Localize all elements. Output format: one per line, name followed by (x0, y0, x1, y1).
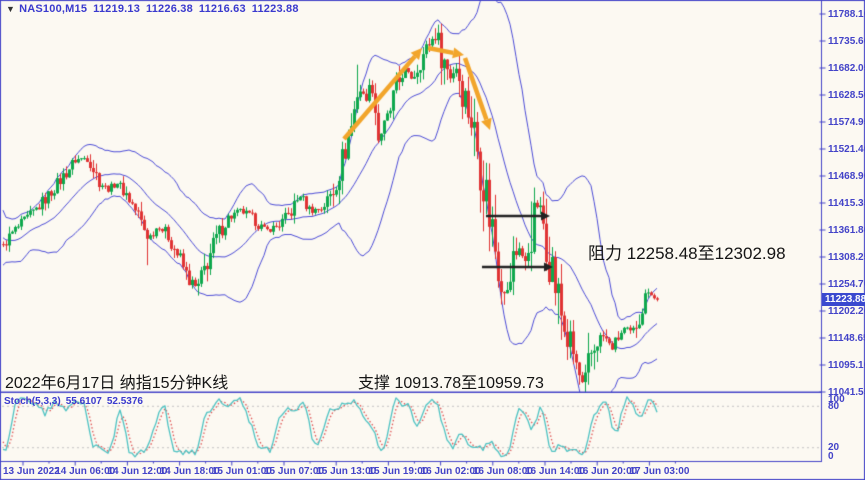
time-axis-label: 15 Jun 19:00 (368, 466, 429, 477)
quote-high: 11226.38 (146, 3, 193, 15)
date-caption: 2022年6月17日 纳指15分钟K线 (5, 375, 229, 392)
price-axis-label: 11361.80 (828, 224, 865, 236)
time-axis-label: 17 Jun 03:00 (629, 466, 690, 477)
price-axis-label: 11574.95 (828, 116, 865, 128)
time-axis-label: 15 Jun 13:00 (316, 466, 377, 477)
time-axis-label: 14 Jun 18:00 (159, 466, 220, 477)
price-axis-label: 11041.55 (828, 386, 865, 398)
support-annotation: 支撑 10913.78至10959.73 (358, 375, 544, 392)
symbol-label: NAS100,M15 (19, 3, 88, 15)
quote-close: 11223.88 (251, 3, 299, 15)
price-axis-label: 11095.10 (828, 359, 865, 371)
quote-open: 11219.13 (93, 3, 141, 15)
time-axis-label: 16 Jun 20:00 (577, 466, 638, 477)
time-axis-label: 16 Jun 08:00 (472, 466, 533, 477)
stoch-scale-label: 100 (828, 394, 845, 405)
stoch-main-value: 55.6107 (65, 396, 102, 407)
stoch-scale-label: 80 (828, 400, 840, 412)
current-price-tag: 11223.88 (822, 293, 865, 307)
price-axis-label: 11788.10 (828, 8, 865, 20)
time-axis-label: 13 Jun 2022 (3, 466, 60, 477)
time-axis-label: 15 Jun 01:00 (211, 466, 272, 477)
stoch-scale-label: 20 (828, 442, 840, 454)
price-axis-label: 11308.25 (828, 251, 865, 263)
quote-low: 11216.63 (198, 3, 246, 15)
time-axis-label: 16 Jun 02:00 (420, 466, 481, 477)
price-axis-label: 11735.60 (828, 35, 865, 47)
stoch-signal-value: 52.5376 (106, 396, 143, 407)
price-axis-label: 11682.05 (828, 62, 865, 74)
time-axis-label: 16 Jun 14:00 (525, 466, 586, 477)
time-axis-label: 15 Jun 07:00 (264, 466, 325, 477)
price-axis-label: 11202.20 (828, 305, 865, 317)
stoch-name: Stoch(5,3,3) (4, 396, 61, 407)
stoch-indicator-label: Stoch(5,3,3) 55.6107 52.5376 (4, 396, 148, 407)
price-axis-label: 11468.90 (828, 170, 865, 182)
price-axis-label: 11521.40 (828, 143, 865, 155)
resistance-annotation: 阻力 12258.48至12302.98 (588, 244, 786, 263)
time-axis-label: 14 Jun 12:00 (107, 466, 168, 477)
price-axis-label: 11628.50 (828, 89, 865, 101)
time-axis-label: 14 Jun 06:00 (55, 466, 116, 477)
symbol-dropdown-icon[interactable]: ▼ (6, 4, 16, 14)
price-axis-label: 11415.35 (828, 197, 865, 209)
price-axis-label: 11148.65 (828, 332, 865, 344)
price-axis-label: 11254.70 (828, 278, 865, 290)
stoch-scale-label: 0 (828, 451, 834, 462)
quote-line: ▼ NAS100,M15 11219.13 11226.38 11216.63 11223… (6, 3, 305, 15)
